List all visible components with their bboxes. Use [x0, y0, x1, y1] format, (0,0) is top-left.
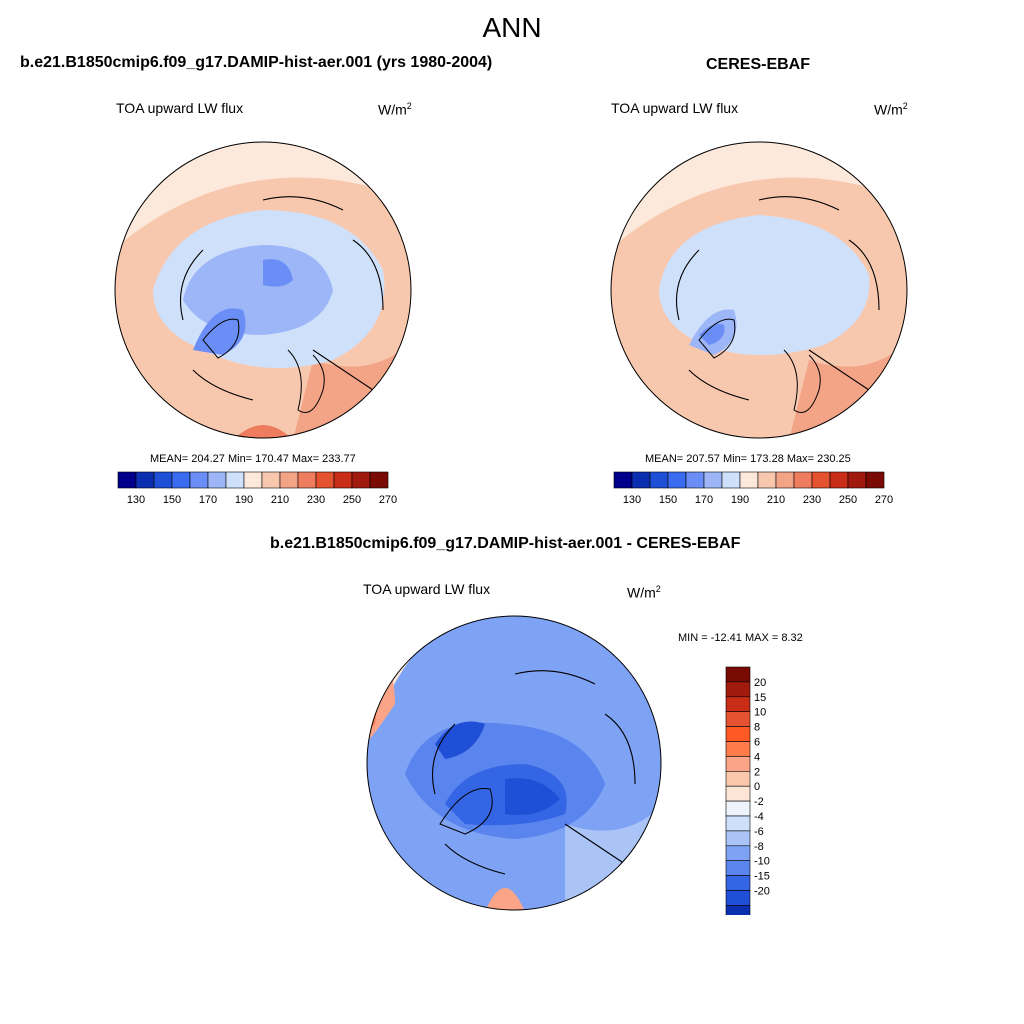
colorbar-box	[725, 681, 751, 698]
colorbar-box	[261, 471, 281, 489]
colorbar-tick-label: 230	[803, 494, 821, 506]
colorbar-box	[333, 471, 353, 489]
colorbar-box	[225, 471, 245, 489]
colorbar-box	[725, 741, 751, 757]
colorbar-box	[725, 771, 751, 787]
panel-2-title: CERES-EBAF	[706, 56, 811, 73]
colorbar-box	[847, 471, 867, 489]
colorbar-box	[667, 471, 687, 489]
colorbar-tick-label: 130	[623, 494, 641, 506]
colorbar-box	[685, 471, 705, 489]
panel-2-variable: TOA upward LW flux	[611, 100, 739, 116]
colorbar-tick-label: 130	[127, 494, 145, 506]
colorbar-tick-label: -10	[754, 856, 770, 868]
colorbar-tick-label: 190	[235, 494, 253, 506]
colorbar-tick-label: 270	[379, 494, 397, 506]
colorbar-tick-label: 8	[754, 722, 760, 734]
colorbar-tick-label: 150	[163, 494, 181, 506]
colorbar-tick-label: 170	[695, 494, 713, 506]
colorbar-tick-label: 250	[343, 494, 361, 506]
colorbar-tick-label: 230	[307, 494, 325, 506]
colorbar-box	[829, 471, 849, 489]
colorbar-box	[725, 815, 751, 832]
colorbar-box	[739, 471, 759, 489]
colorbar-tick-label: 15	[754, 692, 766, 704]
colorbar-tick-label: -6	[754, 826, 764, 838]
colorbar-box	[117, 471, 137, 489]
colorbar-box	[613, 471, 633, 489]
colorbar-box	[721, 471, 741, 489]
colorbar-box	[775, 471, 795, 489]
colorbar-box	[725, 845, 751, 862]
panel-1-colorbar: 130 150 170 190 210 230 250 270	[117, 471, 397, 506]
colorbar-box	[297, 471, 317, 489]
colorbar-box	[725, 875, 751, 891]
colorbar-tick-label: 150	[659, 494, 677, 506]
colorbar-tick-label: 250	[839, 494, 857, 506]
panel-2-units: W/m2	[874, 101, 908, 118]
colorbar-box	[135, 471, 155, 489]
colorbar-tick-label: 170	[199, 494, 217, 506]
colorbar-box	[207, 471, 227, 489]
panel-3-units: W/m2	[627, 584, 661, 601]
colorbar-tick-label: 270	[875, 494, 893, 506]
colorbar-box	[279, 471, 299, 489]
colorbar-box	[725, 711, 751, 727]
colorbar-tick-label: 4	[754, 751, 760, 763]
colorbar-box	[725, 756, 751, 772]
colorbar-box	[757, 471, 777, 489]
colorbar-box	[243, 471, 263, 489]
colorbar-box	[189, 471, 209, 489]
colorbar-box	[315, 471, 335, 489]
colorbar-tick-label: 6	[754, 737, 760, 749]
panel-1-map	[114, 141, 412, 439]
colorbar-box	[171, 471, 191, 489]
colorbar-box	[703, 471, 723, 489]
colorbar-box	[725, 890, 751, 906]
panel-2-stats: MEAN= 207.57 Min= 173.28 Max= 230.25	[645, 453, 851, 465]
colorbar-box	[811, 471, 831, 489]
colorbar-box	[153, 471, 173, 489]
colorbar-box	[793, 471, 813, 489]
colorbar-tick-label: 210	[271, 494, 289, 506]
colorbar-box	[725, 696, 751, 712]
figure-title: ANN	[482, 12, 542, 43]
colorbar-box	[631, 471, 651, 489]
colorbar-tick-label: -2	[754, 796, 764, 808]
panel-2-colorbar: 130 150 170 190 210 230 250 270	[613, 471, 893, 506]
panel-1-stats: MEAN= 204.27 Min= 170.47 Max= 233.77	[150, 453, 356, 465]
colorbar-box	[351, 471, 371, 489]
panel-3-title: b.e21.B1850cmip6.f09_g17.DAMIP-hist-aer.…	[270, 535, 741, 552]
colorbar-box	[369, 471, 389, 489]
colorbar-box	[725, 666, 751, 683]
colorbar-tick-label: 2	[754, 766, 760, 778]
colorbar-box	[725, 726, 751, 742]
colorbar-tick-label: 10	[754, 707, 766, 719]
colorbar-tick-label: 20	[754, 677, 766, 689]
colorbar-box	[725, 860, 751, 876]
colorbar-tick-label: 190	[731, 494, 749, 506]
colorbar-box	[649, 471, 669, 489]
colorbar-box	[725, 785, 751, 802]
colorbar-tick-label: -8	[754, 841, 764, 853]
panel-3-map	[366, 615, 662, 911]
panel-1-variable: TOA upward LW flux	[116, 100, 244, 116]
colorbar-tick-label: -20	[754, 886, 770, 898]
panel-1-units: W/m2	[378, 101, 412, 118]
colorbar-box	[725, 800, 751, 817]
colorbar-tick-label: 210	[767, 494, 785, 506]
colorbar-tick-label: 0	[754, 781, 760, 793]
colorbar-box	[725, 905, 751, 915]
colorbar-box	[725, 830, 751, 847]
panel-3-stats: MIN = -12.41 MAX = 8.32	[678, 632, 803, 644]
panel-1-title: b.e21.B1850cmip6.f09_g17.DAMIP-hist-aer.…	[20, 54, 493, 71]
colorbar-tick-label: -4	[754, 811, 764, 823]
colorbar-tick-label: -15	[754, 871, 770, 883]
colorbar-box	[865, 471, 885, 489]
panel-2-map	[610, 141, 908, 439]
panel-3-variable: TOA upward LW flux	[363, 581, 491, 597]
